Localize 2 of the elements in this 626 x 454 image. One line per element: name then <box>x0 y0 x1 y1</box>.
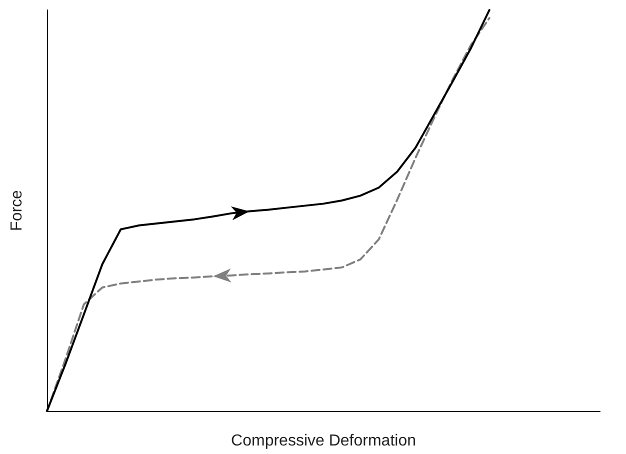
x-axis-title: Compressive Deformation <box>231 432 416 450</box>
y-axis-title: Force <box>8 190 26 231</box>
